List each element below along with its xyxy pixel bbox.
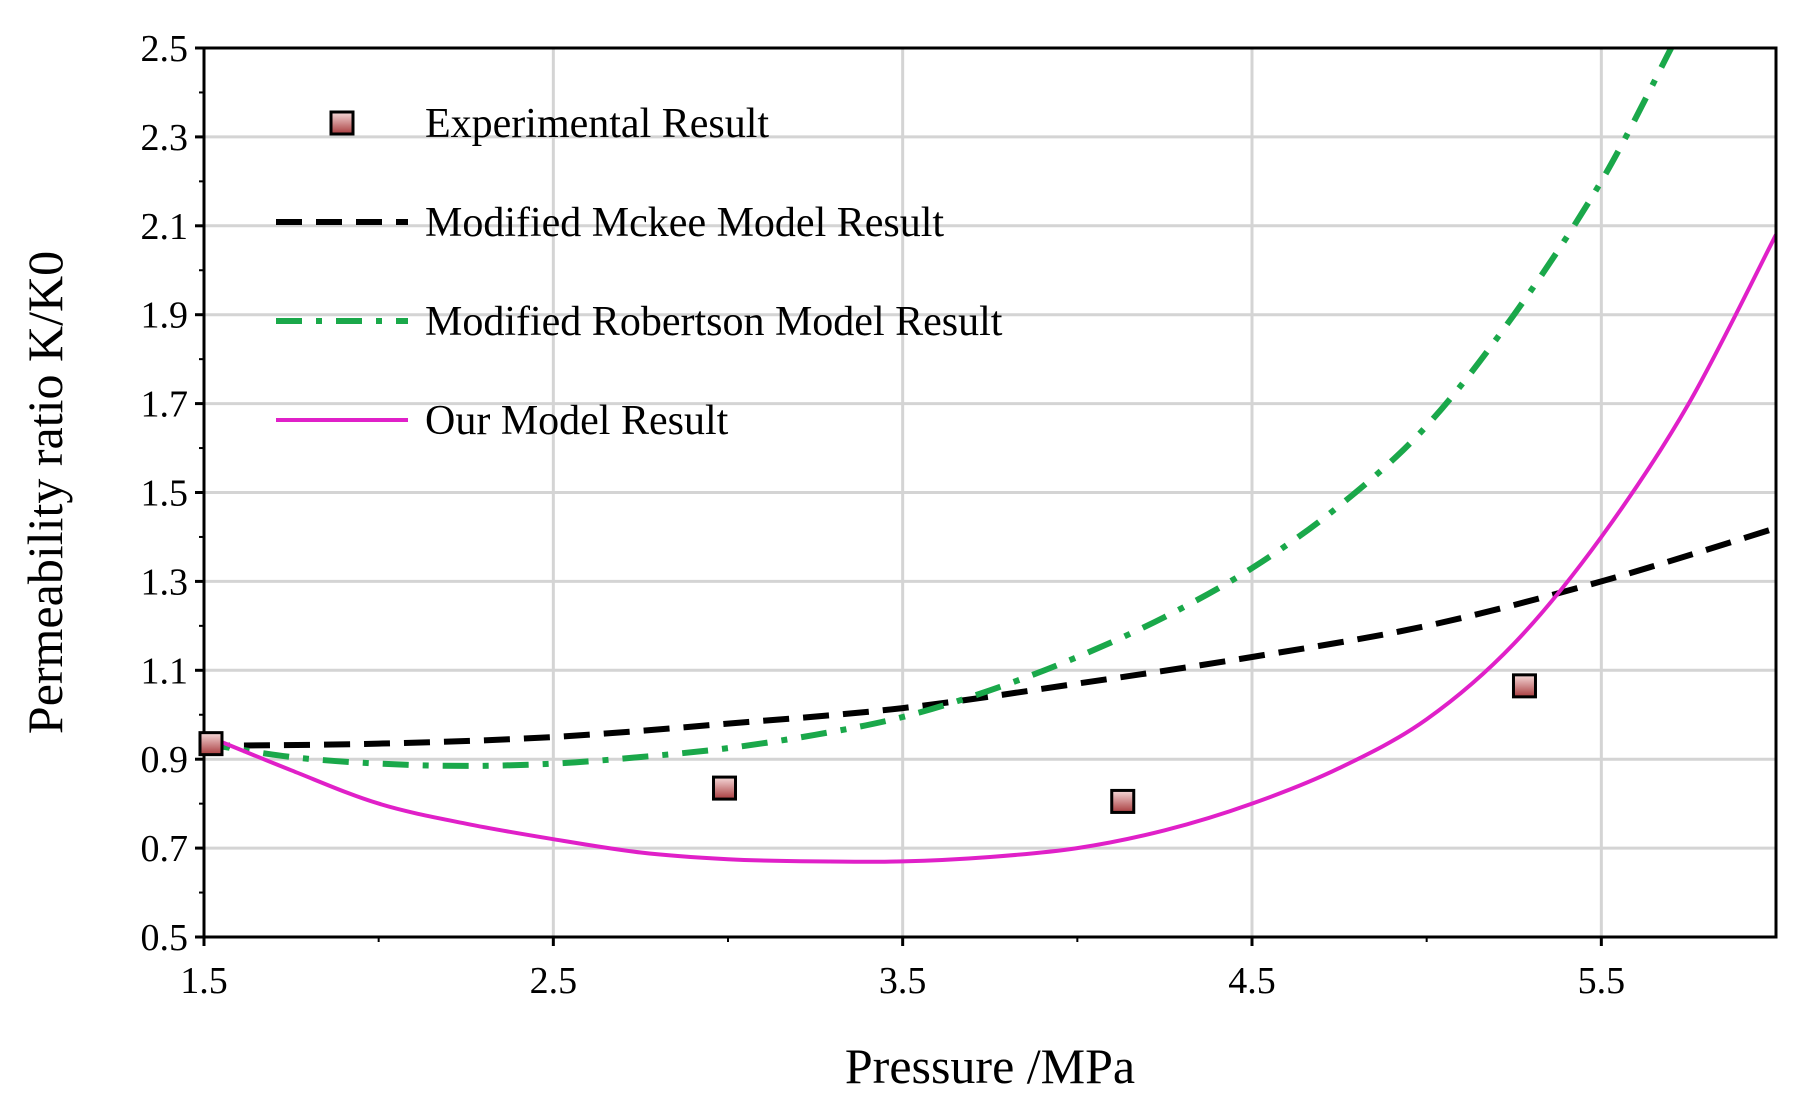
legend-marker <box>329 110 355 136</box>
series-line-1 <box>204 525 1776 749</box>
y-tick-label: 2.1 <box>141 206 189 248</box>
series-layer <box>204 48 1776 864</box>
legend-label: Modified Mckee Model Result <box>425 200 944 246</box>
data-point <box>712 775 738 801</box>
y-axis-title: Permeability ratio K/K0 <box>17 251 73 734</box>
y-tick-label: 0.9 <box>141 739 189 781</box>
y-tick-label: 1.3 <box>141 561 189 603</box>
x-axis-title: Pressure /MPa <box>845 1038 1135 1094</box>
series-line-2 <box>204 48 1674 769</box>
y-tick-label: 1.9 <box>141 295 189 337</box>
legend-label: Experimental Result <box>425 101 769 147</box>
y-tick-label: 2.3 <box>141 117 189 159</box>
y-tick-label: 1.5 <box>141 473 189 515</box>
x-tick-label: 3.5 <box>879 960 927 1002</box>
y-tick-label: 1.7 <box>141 384 189 426</box>
x-tick-label: 2.5 <box>530 960 578 1002</box>
data-point <box>198 731 224 757</box>
y-tick-label: 2.5 <box>141 28 189 70</box>
data-point <box>1110 788 1136 814</box>
x-tick-label: 5.5 <box>1578 960 1626 1002</box>
legend-label: Modified Robertson Model Result <box>425 299 1003 345</box>
data-point <box>1511 673 1537 699</box>
series-line-3 <box>204 233 1776 864</box>
x-tick-label: 4.5 <box>1228 960 1276 1002</box>
y-tick-label: 1.1 <box>141 650 189 692</box>
axis-ticks: 0.5 0.7 0.9 1.1 1.3 1.5 1.7 1.9 2.1 2.3 2.5 1.5 2.5 3… <box>141 28 1626 1002</box>
legend: Experimental Result Modified Mckee Model … <box>276 101 1003 444</box>
legend-label: Our Model Result <box>425 398 729 444</box>
y-tick-label: 0.7 <box>141 828 189 870</box>
x-tick-label: 1.5 <box>180 960 228 1002</box>
grid-lines <box>202 46 1776 939</box>
y-tick-label: 0.5 <box>141 917 189 959</box>
